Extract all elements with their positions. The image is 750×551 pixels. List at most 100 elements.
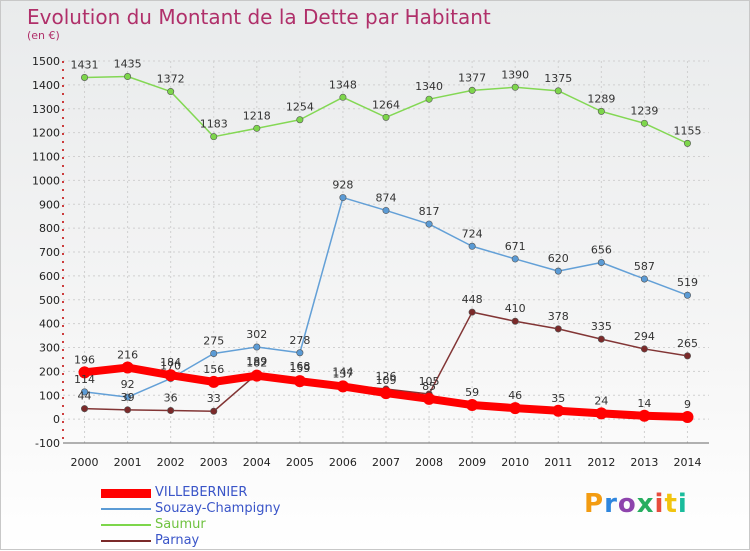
data-point [124,393,132,401]
data-label: 1377 [458,71,486,84]
data-point [425,95,433,103]
y-tick-label: -100 [35,437,60,450]
logo-letter: x [636,489,655,519]
data-label: 1155 [673,124,701,137]
data-label: 44 [78,390,92,403]
data-label: 1254 [286,101,314,114]
data-label: 724 [462,227,483,240]
data-point [681,410,694,423]
data-label: 265 [677,337,698,350]
data-point [296,116,304,124]
data-point [509,402,522,415]
data-label: 620 [548,252,569,265]
data-point [683,352,691,360]
data-point [554,87,562,95]
data-point [466,399,479,412]
legend-label: Souzay-Champigny [155,501,281,516]
x-tick-label: 2005 [286,456,314,469]
logo-letter: r [604,489,618,519]
y-tick-label: 500 [39,294,60,307]
data-point [167,88,175,96]
x-tick-label: 2006 [329,456,357,469]
data-label: 1375 [544,72,572,85]
data-label: 182 [246,357,267,370]
data-point [595,407,608,420]
data-label: 448 [462,293,483,306]
legend-swatch [101,540,151,542]
logo-letter: P [584,489,605,519]
data-point [339,93,347,101]
data-point [380,387,392,400]
data-point [425,220,433,228]
logo-letter: o [617,489,637,519]
data-label: 184 [160,356,181,369]
data-label: 1340 [415,80,443,93]
data-point [250,369,263,382]
data-label: 170 [160,360,181,373]
chart-title: Evolution du Montant de la Dette par Hab… [27,5,491,29]
x-tick-label: 2014 [673,456,701,469]
data-label: 196 [74,353,95,366]
data-label: 1218 [243,109,271,122]
data-label: 92 [121,378,135,391]
legend-swatch [101,488,151,498]
data-point [382,113,390,121]
x-tick-label: 2004 [243,456,271,469]
data-label: 189 [246,355,267,368]
data-label: 335 [591,320,612,333]
legend-label: VILLEBERNIER [155,485,248,500]
data-point [683,291,691,299]
data-label: 817 [419,205,440,218]
data-label: 275 [203,334,224,347]
data-point [167,407,175,415]
data-label: 519 [677,276,698,289]
data-point [210,133,218,141]
y-tick-label: 1500 [32,55,60,68]
data-label: 59 [465,386,479,399]
data-label: 1289 [587,92,615,105]
data-label: 168 [289,360,310,373]
data-label: 9 [684,398,691,411]
legend-swatch [101,508,151,510]
x-tick-label: 2001 [114,456,142,469]
data-point [293,375,306,388]
data-label: 1348 [329,78,357,91]
data-point [554,267,562,275]
data-label: 159 [289,362,310,375]
legend-label: Saumur [155,517,206,532]
data-point [253,124,261,132]
data-label: 109 [376,374,397,387]
x-tick-label: 2012 [587,456,615,469]
logo-letter: t [664,489,678,519]
data-label: 39 [121,391,135,404]
data-label: 126 [376,370,397,383]
data-label: 33 [207,392,221,405]
data-label: 1390 [501,68,529,81]
legend-label: Parnay [155,533,200,548]
y-tick-label: 300 [39,342,60,355]
y-tick-label: 1300 [32,103,60,116]
data-label: 378 [548,310,569,323]
data-point [597,107,605,115]
x-tick-label: 2003 [200,456,228,469]
data-point [554,325,562,333]
data-label: 1372 [157,73,185,86]
data-label: 1435 [114,58,142,71]
data-point [597,335,605,343]
y-tick-label: 1400 [32,79,60,92]
data-label: 156 [203,363,224,376]
data-point [511,255,519,263]
proxiti-logo: Proxiti [584,489,688,519]
data-point [638,409,651,422]
data-label: 144 [332,366,353,379]
data-point [78,366,91,379]
data-label: 874 [376,191,397,204]
y-tick-label: 0 [53,413,60,426]
data-point [552,404,565,417]
y-tick-label: 200 [39,365,60,378]
data-point [121,361,134,374]
data-label: 671 [505,240,526,253]
y-tick-label: 800 [39,222,60,235]
data-label: 587 [634,260,655,273]
